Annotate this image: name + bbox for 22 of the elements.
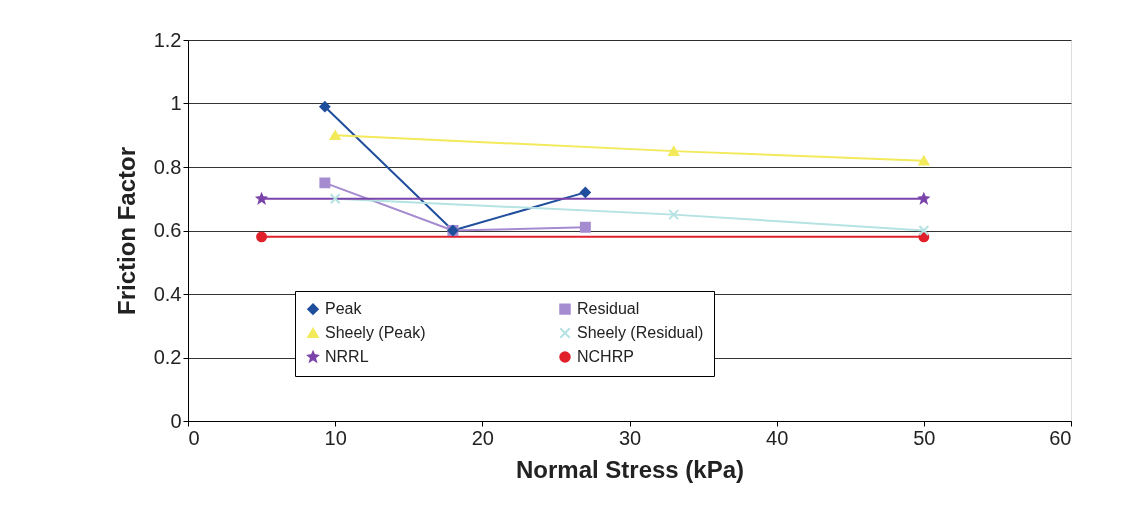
y-tick-label: 1.2 <box>153 28 182 51</box>
y-tick-label: 1 <box>170 92 182 114</box>
x-tick-label: 60 <box>1049 426 1072 449</box>
x-tick-label: 50 <box>913 426 936 449</box>
legend-label: Residual <box>577 300 640 318</box>
x-tick-label: 40 <box>766 426 789 449</box>
x-tick-label: 20 <box>471 426 494 449</box>
x-tick-label: 10 <box>324 426 347 449</box>
y-axis-title: Friction Factor <box>112 146 140 316</box>
x-tick-label: 30 <box>618 426 642 449</box>
legend-label: Sheely (Residual) <box>577 324 704 341</box>
x-tick-label: 0 <box>188 426 200 449</box>
legend-label: Peak <box>325 300 363 318</box>
y-tick-label: 0.6 <box>153 219 182 241</box>
y-tick-label: 0.4 <box>153 282 182 305</box>
y-tick-label: 0 <box>170 409 182 432</box>
legend-label: NCHRP <box>577 348 634 365</box>
x-axis-title: Normal Stress (kPa) <box>515 455 745 483</box>
y-tick-label: 0.8 <box>153 155 182 178</box>
y-tick-label: 0.2 <box>153 346 182 368</box>
legend-label: Sheely (Peak) <box>325 324 426 341</box>
legend-label: NRRL <box>325 348 369 365</box>
